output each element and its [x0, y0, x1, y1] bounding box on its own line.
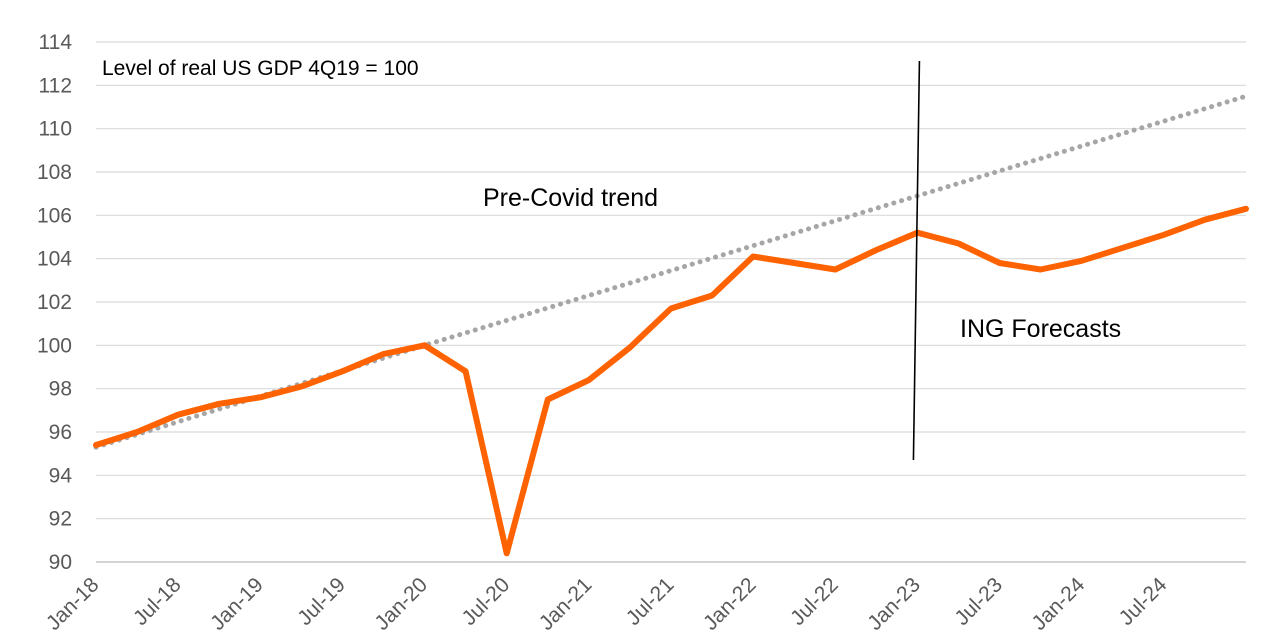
y-tick-label-102: 102 [37, 291, 72, 314]
x-tick-label-Jul-20: Jul-20 [458, 573, 515, 630]
x-tick-label-Jul-19: Jul-19 [293, 573, 350, 630]
y-tick-label-104: 104 [37, 248, 72, 271]
y-tick-label-98: 98 [49, 378, 72, 401]
x-tick-label-Jul-23: Jul-23 [950, 573, 1007, 630]
y-tick-label-108: 108 [37, 161, 72, 184]
chart-subtitle: Level of real US GDP 4Q19 = 100 [102, 57, 419, 80]
x-tick-label-Jan-18: Jan-18 [42, 573, 104, 635]
trend-label: Pre-Covid trend [483, 184, 658, 212]
y-tick-label-112: 112 [39, 74, 72, 97]
x-tick-label-Jul-24: Jul-24 [1115, 573, 1172, 630]
x-tick-label-Jan-24: Jan-24 [1028, 573, 1090, 635]
y-tick-label-106: 106 [37, 204, 72, 227]
x-tick-label-Jul-18: Jul-18 [129, 573, 186, 630]
series-group [93, 93, 1249, 557]
y-tick-label-114: 114 [39, 31, 73, 54]
x-tick-label-Jul-21: Jul-21 [622, 573, 679, 630]
x-tick-label-Jul-22: Jul-22 [786, 573, 843, 630]
y-tick-label-94: 94 [49, 464, 73, 487]
x-tick-label-Jan-23: Jan-23 [863, 573, 925, 635]
y-tick-label-92: 92 [49, 508, 72, 531]
x-tick-label-Jan-20: Jan-20 [370, 573, 432, 635]
x-tick-label-Jan-21: Jan-21 [535, 573, 597, 635]
y-axis: 90 92 94 96 98 100 102 104 106 108 110 112 114 [37, 31, 72, 574]
forecast-divider-line [912, 60, 921, 461]
y-tick-label-110: 110 [39, 118, 72, 141]
gdp-line [93, 205, 1249, 557]
trend-line [93, 93, 1249, 450]
forecast-label: ING Forecasts [960, 315, 1121, 343]
x-tick-label-Jan-19: Jan-19 [206, 573, 268, 635]
x-axis: Jan-18 Jul-18 Jan-19 Jul-19 Jan-20 Jul-20 Jan-… [42, 561, 1246, 635]
y-tick-label-96: 96 [49, 421, 72, 444]
y-tick-label-90: 90 [49, 551, 72, 574]
y-tick-label-100: 100 [37, 334, 72, 357]
gridlines [96, 41, 1246, 563]
x-tick-label-Jan-22: Jan-22 [699, 573, 761, 635]
